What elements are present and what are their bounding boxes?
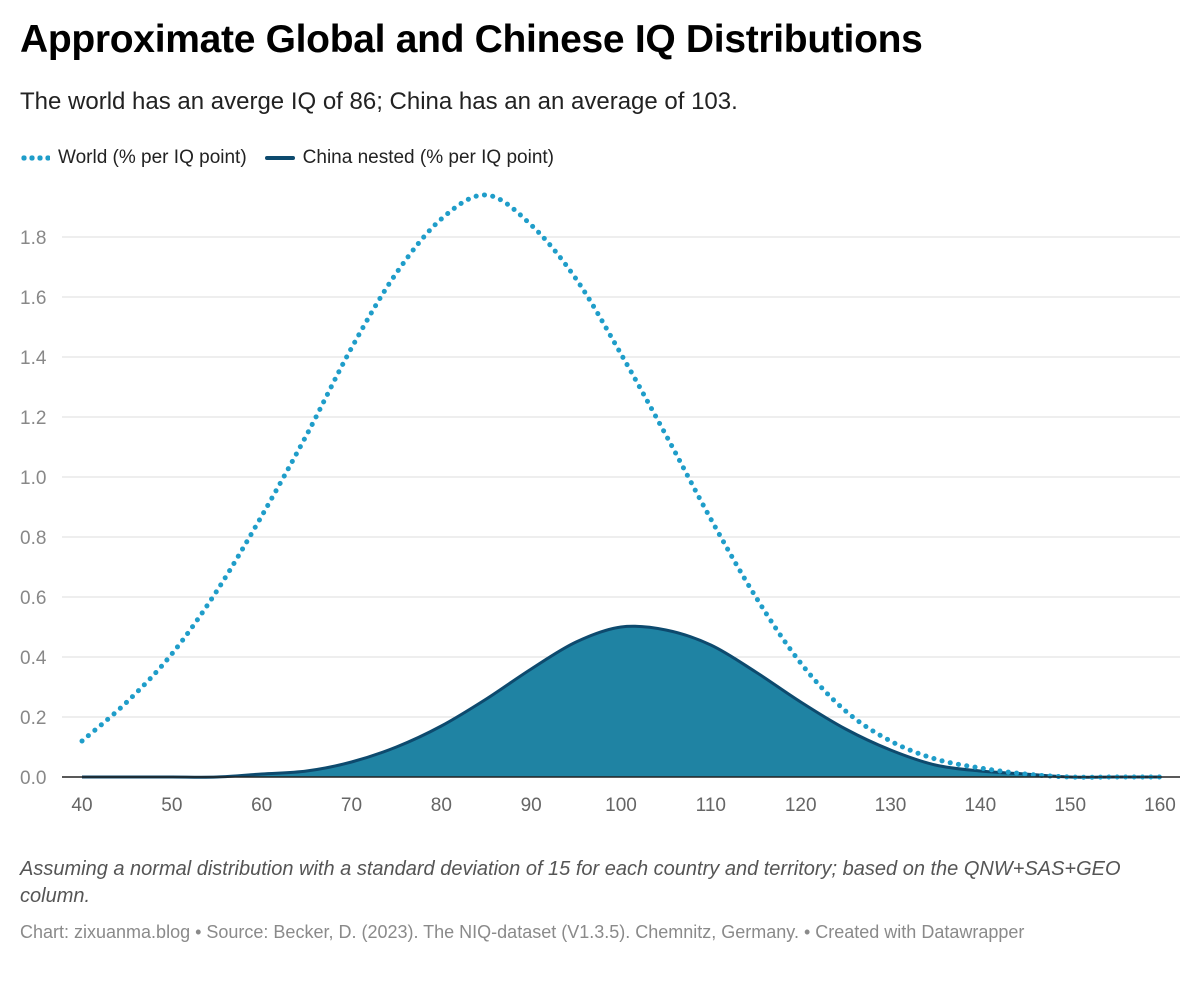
chart-title: Approximate Global and Chinese IQ Distri… <box>20 18 923 61</box>
x-tick-label: 60 <box>251 795 272 816</box>
y-tick-label: 1.6 <box>20 288 46 309</box>
y-tick-label: 0.2 <box>20 708 46 729</box>
legend-item-world: World (% per IQ point) <box>20 147 247 169</box>
x-axis: 40 50 60 70 80 90 100 110 120 130 140 150 160 <box>62 776 1180 816</box>
series-world-line <box>79 192 1163 780</box>
x-tick-label: 50 <box>161 795 182 816</box>
series-china-area <box>82 626 1160 778</box>
y-tick-label: 1.0 <box>20 468 46 489</box>
x-tick-label: 80 <box>431 795 452 816</box>
legend-item-china: China nested (% per IQ point) <box>264 147 555 169</box>
legend-label-world: World (% per IQ point) <box>58 147 247 168</box>
x-tick-label: 160 <box>1144 795 1176 816</box>
x-tick-label: 90 <box>521 795 542 816</box>
world-line-layer <box>79 192 1163 780</box>
y-tick-label: 0.8 <box>20 528 46 549</box>
x-tick-label: 100 <box>605 795 637 816</box>
y-tick-label: 1.4 <box>20 348 47 369</box>
gridlines <box>62 236 1180 718</box>
x-tick-label: 140 <box>964 795 996 816</box>
chart-plot-area: 0.0 0.2 0.4 0.6 0.8 1.0 1.2 1.4 1.6 1.8 40 50 60 70 8… <box>20 192 1180 816</box>
y-axis-ticks: 0.0 0.2 0.4 0.6 0.8 1.0 1.2 1.4 1.6 1.8 <box>20 228 47 789</box>
y-tick-label: 0.0 <box>20 768 46 789</box>
x-tick-label: 40 <box>71 795 92 816</box>
legend-swatch-world <box>20 155 50 161</box>
legend-swatch-china <box>264 156 295 160</box>
y-tick-label: 1.8 <box>20 228 46 249</box>
x-tick-label: 120 <box>785 795 817 816</box>
chart-credits: Chart: zixuanma.blog • Source: Becker, D… <box>20 922 1025 942</box>
chart-notes: Assuming a normal distribution with a st… <box>20 858 1121 907</box>
x-tick-label: 70 <box>341 795 362 816</box>
legend-label-china: China nested (% per IQ point) <box>302 147 555 168</box>
series-china-line <box>81 624 1160 779</box>
y-tick-label: 1.2 <box>20 408 46 429</box>
x-tick-label: 130 <box>875 795 907 816</box>
y-tick-label: 0.6 <box>20 588 46 609</box>
x-tick-label: 110 <box>696 795 726 816</box>
chart-legend: World (% per IQ point) China nested (% p… <box>20 144 572 172</box>
china-area-layer <box>81 624 1160 779</box>
y-tick-label: 0.4 <box>20 648 47 669</box>
chart-subtitle: The world has an averge IQ of 86; China … <box>20 88 738 115</box>
x-tick-label: 150 <box>1054 795 1086 816</box>
